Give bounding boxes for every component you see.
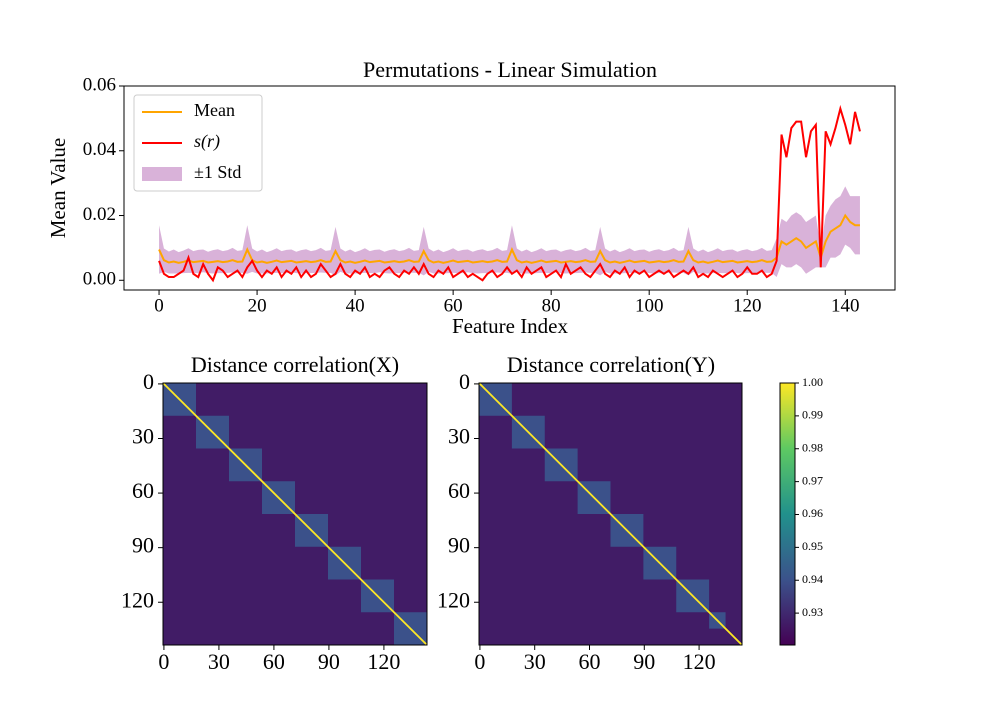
x-tick-label: 20 — [248, 295, 267, 316]
y-tick-label: 120 — [437, 587, 470, 612]
colorbar-tick-label: 0.98 — [802, 440, 823, 454]
legend-label: Mean — [194, 100, 235, 120]
x-tick-label: 30 — [208, 649, 230, 674]
y-tick-label: 0.04 — [83, 139, 117, 160]
y-tick-label: 120 — [121, 587, 154, 612]
colorbar-tick-label: 1.00 — [802, 375, 823, 389]
legend-label: s(r) — [194, 131, 220, 152]
colorbar-tick-label: 0.97 — [802, 473, 823, 487]
std-band — [159, 186, 860, 278]
axes-frame — [123, 85, 896, 291]
legend-box — [133, 94, 263, 192]
y-tick-label: 60 — [448, 478, 470, 503]
y-tick-label: 30 — [132, 424, 154, 449]
colorbar-tick-label: 0.94 — [802, 572, 823, 586]
legend-label: ±1 Std — [194, 162, 241, 182]
x-tick-label: 30 — [524, 649, 546, 674]
x-axis-label: Feature Index — [452, 314, 569, 338]
x-tick-label: 100 — [635, 295, 664, 316]
x-tick-label: 120 — [683, 649, 716, 674]
y-tick-label: 0.06 — [83, 74, 116, 95]
y-tick-label: 0.00 — [83, 269, 116, 290]
y-tick-label: 90 — [132, 533, 154, 558]
y-tick-label: 0 — [143, 369, 154, 394]
series-line — [158, 213, 860, 264]
colorbar-tick-label: 0.96 — [802, 506, 823, 520]
legend-swatch — [142, 167, 182, 181]
colorbar-tick-label: 0.95 — [802, 539, 823, 553]
y-tick-label: 0 — [459, 369, 470, 394]
x-tick-label: 90 — [633, 649, 655, 674]
axes-frame — [162, 382, 428, 646]
y-tick-label: 60 — [132, 478, 154, 503]
colorbar-tick-label: 0.99 — [802, 408, 823, 422]
x-tick-label: 60 — [444, 295, 463, 316]
x-tick-label: 40 — [346, 295, 365, 316]
x-tick-label: 120 — [367, 649, 400, 674]
colorbar-tick-label: 0.93 — [802, 605, 823, 619]
axes-frame — [478, 382, 743, 646]
heatmap-title: Distance correlation(X) — [191, 352, 399, 377]
heatmap-diagonal — [162, 382, 428, 646]
x-tick-label: 60 — [263, 649, 285, 674]
colorbar — [779, 382, 796, 646]
x-tick-label: 0 — [154, 295, 164, 316]
x-tick-label: 90 — [318, 649, 340, 674]
y-tick-label: 0.02 — [83, 204, 116, 225]
x-tick-label: 0 — [158, 649, 169, 674]
heatmap-diagonal — [478, 382, 743, 646]
x-tick-label: 120 — [733, 295, 762, 316]
x-tick-label: 0 — [474, 649, 485, 674]
y-axis-label: Mean Value — [46, 138, 70, 239]
y-tick-label: 90 — [448, 533, 470, 558]
chart-title: Permutations - Linear Simulation — [363, 57, 657, 82]
x-tick-label: 60 — [578, 649, 600, 674]
series-line — [158, 104, 861, 283]
x-tick-label: 140 — [831, 295, 860, 316]
heatmap-title: Distance correlation(Y) — [507, 352, 715, 377]
x-tick-label: 80 — [542, 295, 561, 316]
y-tick-label: 30 — [448, 424, 470, 449]
